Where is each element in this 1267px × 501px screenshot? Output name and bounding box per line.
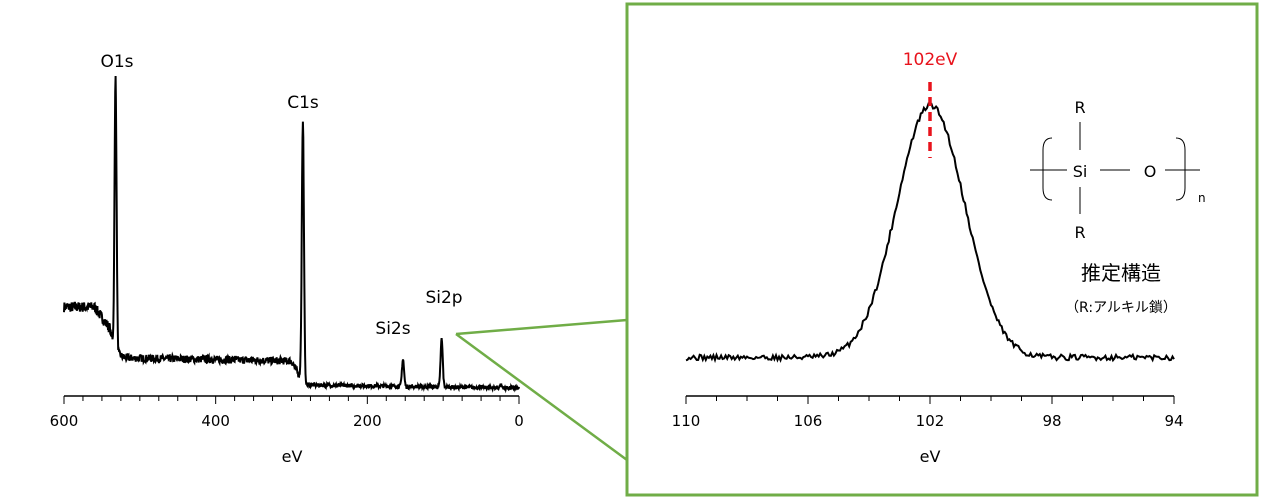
survey-ticks: 600 400 200 0 [50,396,524,430]
inset-ticks: 110 106 102 98 94 [672,396,1184,430]
survey-tick-label: 0 [514,412,524,430]
bracket-right [1175,137,1186,201]
structure-o: O [1144,162,1157,181]
survey-tick-label: 200 [353,412,382,430]
peak-marker-label: 102eV [903,50,958,70]
structure-note: （R:アルキル鎖） [1065,300,1177,316]
inset-tick-label: 102 [916,412,945,430]
inset-tick-label: 110 [672,412,701,430]
chemical-structure: R Si R O n 推定構造 （R:アルキル鎖） [1030,98,1206,316]
inset-tick-label: 106 [794,412,823,430]
survey-spectrum-line [63,75,520,394]
survey-tick-label: 600 [50,412,79,430]
inset-x-label: eV [920,447,941,466]
inset-tick-label: 94 [1164,412,1183,430]
survey-peak-labels: O1s C1s Si2s Si2p [100,52,462,339]
zoom-connector-upper [455,318,628,336]
structure-r-bottom: R [1074,223,1085,242]
peak-label-si2p: Si2p [425,288,462,308]
structure-n: n [1198,191,1206,205]
inset-tick-label: 98 [1042,412,1061,430]
peak-label-si2s: Si2s [375,319,410,339]
peak-label-o1s: O1s [100,52,133,72]
bracket-left [1042,137,1053,201]
zoom-connector-lower [455,332,628,462]
inset-frame [625,2,1259,497]
survey-tick-label: 400 [201,412,230,430]
survey-x-label: eV [282,447,303,466]
structure-caption: 推定構造 [1081,261,1161,285]
structure-r-top: R [1074,98,1085,117]
structure-si: Si [1073,162,1088,181]
peak-label-c1s: C1s [287,93,319,113]
